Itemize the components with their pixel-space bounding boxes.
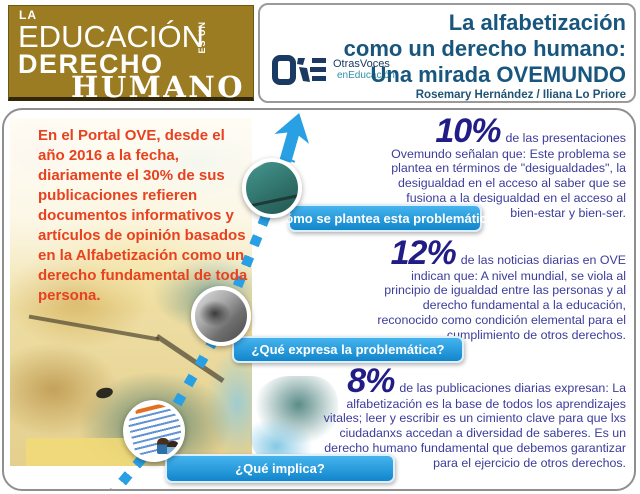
stat-block-12: 12% de las noticias diarias en OVE indica… xyxy=(368,236,626,343)
photo-circle-middle xyxy=(191,286,251,346)
stat-text: de las publicaciones diarias expresan: L… xyxy=(323,381,626,471)
stat-text: de las noticias diarias en OVE indican q… xyxy=(377,253,626,343)
education-right-logo: LA EDUCACIÓN ES UN DERECHO HUMANO xyxy=(8,5,254,104)
photo-circle-top xyxy=(242,158,302,218)
page-title: La alfabetización como un derecho humano… xyxy=(344,10,626,88)
stat-block-8: 8% de las publicaciones diarias expresan:… xyxy=(314,364,626,471)
main-panel: En el Portal OVE, desde el año 2016 a la… xyxy=(2,108,636,491)
logo-word-la: LA xyxy=(19,8,37,22)
ove-logo: OtrasVoces enEducación xyxy=(272,55,395,85)
logo-word-es-un: ES UN xyxy=(197,21,207,54)
mural-stroke xyxy=(28,314,160,342)
photo-circle-bottom xyxy=(123,400,185,462)
stat-value: 12% xyxy=(390,234,457,272)
mural-paint-block xyxy=(26,438,138,466)
question-banner-que-expresa[interactable]: ¿Qué expresa la problemática? xyxy=(232,336,464,363)
ove-name-bottom: enEducación xyxy=(337,70,395,81)
title-line-1: La alfabetización xyxy=(448,10,626,35)
stat-value: 8% xyxy=(347,362,395,400)
question-banner-como-se-plantea[interactable]: ¿Cómo se plantea esta problemática? xyxy=(268,204,502,232)
mural-artwork-extension xyxy=(250,376,338,466)
stat-text: de las presentaciones Ovemundo señalan q… xyxy=(391,131,626,221)
title-line-2: como un derecho humano: xyxy=(343,36,626,61)
logo-word-educacion: EDUCACIÓN xyxy=(18,19,205,54)
title-line-3: Una mirada OVEMUNDO xyxy=(370,62,627,87)
header-title-box: OtrasVoces enEducación La alfabetización… xyxy=(258,3,636,103)
logo-word-humano: HUMANO xyxy=(70,70,245,104)
question-banner-que-implica[interactable]: ¿Qué implica? xyxy=(165,454,395,483)
child-figure xyxy=(167,441,179,456)
ove-name-top: OtrasVoces xyxy=(333,58,390,70)
intro-paragraph: En el Portal OVE, desde el año 2016 a la… xyxy=(38,127,248,304)
stat-block-10: 10% de las presentaciones Ovemundo señala… xyxy=(376,114,626,221)
ove-brand-icon xyxy=(272,55,326,85)
mural-eye-shape xyxy=(95,386,114,400)
authors-line: Rosemary Hernández / Iliana Lo Priore xyxy=(415,89,626,101)
logo-word-derecho: DERECHO xyxy=(18,49,164,79)
arrow-up-icon xyxy=(274,113,310,163)
child-figure xyxy=(157,438,169,454)
stat-value: 10% xyxy=(435,112,501,150)
